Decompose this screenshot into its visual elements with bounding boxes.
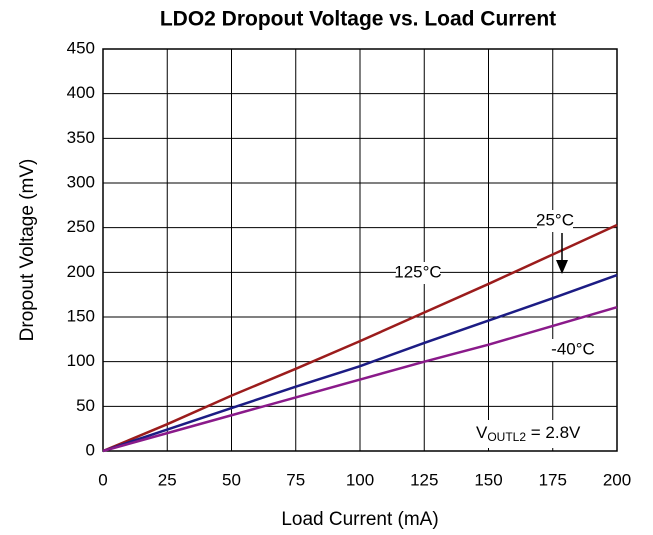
- x-axis-label: Load Current (mA): [281, 509, 438, 530]
- x-tick-label: 150: [474, 470, 502, 489]
- y-tick-label: 400: [67, 83, 95, 102]
- label-bg: [396, 262, 440, 284]
- annotation-subscript: OUTL2: [487, 430, 526, 444]
- x-tick-label: 125: [410, 470, 438, 489]
- y-tick-label: 300: [67, 172, 95, 191]
- x-tick-label: 100: [346, 470, 374, 489]
- plot-border: [102, 48, 618, 452]
- y-tick-label: 100: [67, 351, 95, 370]
- label-bg: [551, 339, 595, 361]
- series-label: 125°C: [394, 262, 441, 281]
- chart-title: LDO2 Dropout Voltage vs. Load Current: [160, 8, 556, 31]
- y-tick-label: 450: [67, 38, 95, 57]
- arrow-head: [556, 260, 568, 274]
- series-label: 25°C: [536, 210, 574, 229]
- y-tick-label: 350: [67, 128, 95, 147]
- x-tick-label: 200: [603, 470, 631, 489]
- series-line: [102, 305, 618, 453]
- y-axis-label: Dropout Voltage (mV): [17, 159, 38, 342]
- annotation: VOUTL2 = 2.8V: [476, 423, 581, 444]
- y-tick-label: 150: [67, 306, 95, 325]
- x-tick-label: 175: [539, 470, 567, 489]
- y-tick-label: 200: [67, 262, 95, 281]
- series-label: -40°C: [551, 339, 595, 358]
- x-tick-label: 50: [222, 470, 241, 489]
- y-tick-label: 0: [86, 440, 95, 459]
- y-tick-label: 250: [67, 217, 95, 236]
- label-bg: [537, 210, 573, 232]
- annotation-main: V: [476, 423, 488, 442]
- series-line: [102, 223, 618, 453]
- annotation-bg: [473, 420, 613, 448]
- annotation-rest: = 2.8V: [526, 423, 581, 442]
- y-tick-label: 50: [76, 396, 95, 415]
- x-tick-label: 75: [286, 470, 305, 489]
- x-tick-label: 0: [98, 470, 107, 489]
- x-tick-label: 25: [158, 470, 177, 489]
- series-line: [102, 273, 618, 453]
